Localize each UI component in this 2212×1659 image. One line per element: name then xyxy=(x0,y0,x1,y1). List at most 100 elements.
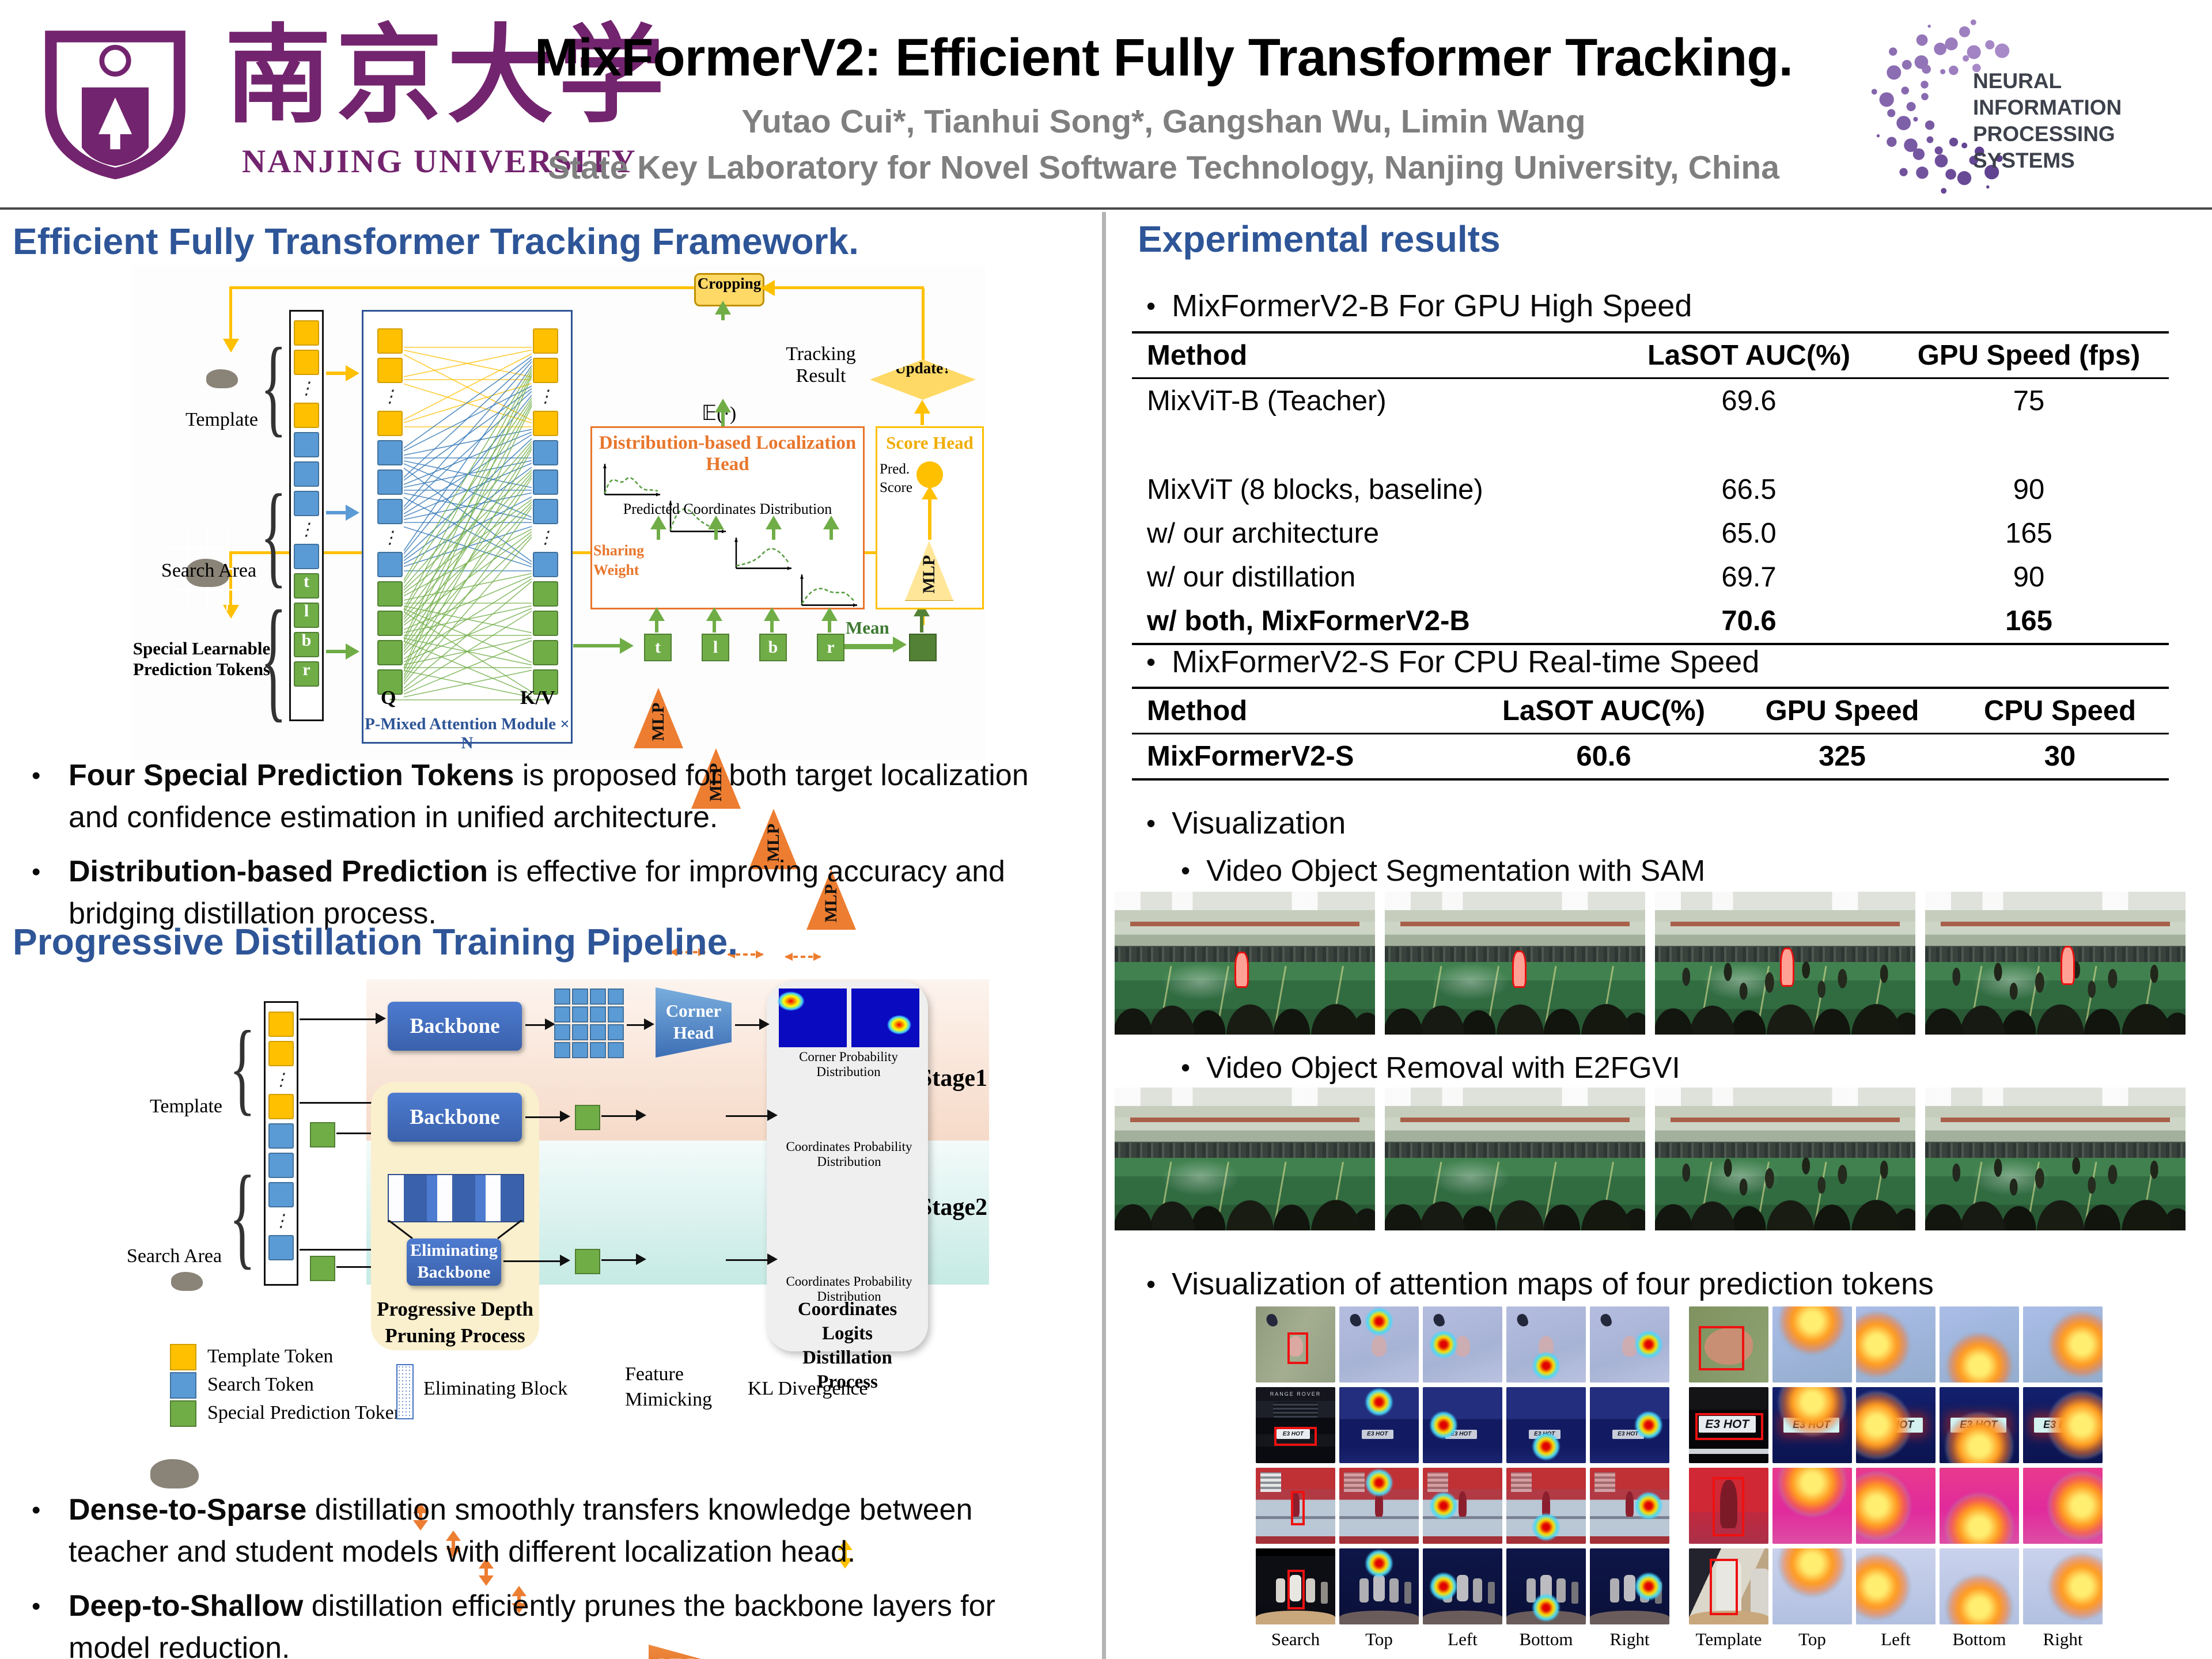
header-divider xyxy=(0,207,2212,210)
arrow-yellow xyxy=(326,372,348,375)
distribution-plot xyxy=(797,572,858,609)
prediction-token: l xyxy=(702,634,729,661)
arrowhead xyxy=(346,643,359,660)
token xyxy=(268,1123,294,1149)
token xyxy=(294,432,319,457)
sharing-weight-label: Sharing Weight xyxy=(593,542,645,578)
attention-cell xyxy=(1772,1468,1852,1544)
legend-eliminating-block-swatch xyxy=(396,1364,414,1419)
bullet-sam: Video Object Segmentation with SAM xyxy=(1181,854,1705,888)
video-frame xyxy=(1925,1088,2186,1230)
token: b xyxy=(294,631,319,657)
wire-yellow xyxy=(921,403,924,425)
arrow-green xyxy=(828,611,831,632)
distribution-plot xyxy=(732,535,793,572)
special-token xyxy=(575,1105,600,1130)
arrowhead xyxy=(764,607,780,621)
nju-chinese-name: 南京大学 xyxy=(225,12,669,138)
brace: { xyxy=(229,1152,256,1280)
nanjing-university-logo xyxy=(32,17,199,187)
token xyxy=(533,499,558,524)
col-label: Left xyxy=(1448,1629,1478,1649)
e2fgvi-video-frames xyxy=(1115,1088,2186,1230)
attention-cell: E3 HOT xyxy=(1339,1387,1419,1463)
corner-probability-label: Corner Probability Distribution xyxy=(799,1050,898,1079)
token xyxy=(377,611,403,636)
arrow-green xyxy=(655,611,658,632)
arrowhead xyxy=(767,1253,778,1265)
bullet-item: Dense-to-Sparse distillation smoothly tr… xyxy=(32,1489,1074,1573)
special-token xyxy=(575,1249,600,1274)
backbone-student: Backbone xyxy=(388,1093,522,1142)
stage1-label: Stage1 xyxy=(919,1065,987,1092)
results-table-cpu: Method LaSOT AUC(%) GPU Speed CPU Speed MixF… xyxy=(1132,687,2169,781)
attention-cell xyxy=(1590,1548,1669,1624)
arrow-darkgreen xyxy=(920,607,923,632)
predicted-coordinates-label: Predicted Coordinates Distribution xyxy=(623,501,832,517)
ellipsis: ⋮ xyxy=(272,1211,290,1230)
brace: { xyxy=(229,1009,256,1126)
token xyxy=(268,1235,294,1260)
col-label: Left xyxy=(1881,1629,1911,1649)
attention-cell xyxy=(1506,1548,1586,1624)
attention-cell xyxy=(1772,1548,1852,1624)
video-frame xyxy=(1655,1088,1915,1230)
token xyxy=(377,640,403,665)
attention-cell xyxy=(1256,1468,1335,1544)
arrow-green xyxy=(842,644,895,649)
arrow-green xyxy=(770,611,774,632)
token xyxy=(608,988,624,1005)
framework-bullets: Four Special Prediction Tokens is propos… xyxy=(32,755,1074,947)
eliminating-backbone: Eliminating Backbone xyxy=(407,1238,501,1286)
ellipsis: ⋮ xyxy=(272,1070,290,1089)
col-label: Top xyxy=(1365,1629,1393,1649)
column-header: LaSOT AUC(%) xyxy=(1502,695,1706,726)
special-token xyxy=(310,1256,335,1281)
attention-cell xyxy=(1940,1468,2019,1544)
arrowhead xyxy=(766,516,782,529)
wire-yellow xyxy=(761,286,924,289)
arrowhead xyxy=(346,505,359,521)
token xyxy=(294,350,319,375)
arrowhead xyxy=(636,1109,646,1121)
video-frame xyxy=(1385,892,1645,1035)
arrowhead xyxy=(620,638,634,654)
arrow xyxy=(503,1260,563,1262)
q-token-column: ⋮ ⋮ xyxy=(376,320,404,699)
token xyxy=(533,611,558,636)
table-row: MixViT (8 blocks, baseline) 66.5 90 xyxy=(1147,474,2045,505)
attention-cell: E3 HOT xyxy=(1506,1387,1586,1463)
token xyxy=(554,1042,570,1058)
kv-token-column: ⋮ ⋮ xyxy=(532,320,559,699)
table-row: MixViT-B (Teacher) 69.6 75 xyxy=(1147,385,2045,416)
corner-probability-image xyxy=(775,988,847,1047)
attention-map-grid: RANGE ROVER E3 HOT E3 HOT E3 HOT E3 HOT E3 HO… xyxy=(1256,1306,2103,1629)
bullet-mixformerv2-b: MixFormerV2-B For GPU High Speed xyxy=(1146,288,1692,324)
arrowhead xyxy=(922,486,938,499)
tracked-person xyxy=(1779,947,1794,987)
attention-cell xyxy=(1423,1468,1502,1544)
arrow xyxy=(726,1259,772,1261)
pmixed-label: P-Mixed Attention Module × N xyxy=(365,715,570,752)
token xyxy=(294,491,319,516)
col-label: Right xyxy=(2043,1629,2083,1649)
arrowhead xyxy=(560,1255,570,1266)
attention-grid-row xyxy=(1256,1306,2103,1382)
pred-score-dot xyxy=(916,461,943,488)
section-title-results: Experimental results xyxy=(1138,218,1501,260)
score-head-title: Score Head xyxy=(886,433,974,453)
bullet-item: Distribution-based Prediction is effecti… xyxy=(32,851,1074,934)
results-table-gpu: Method LaSOT AUC(%) GPU Speed (fps) MixViT-… xyxy=(1132,331,2169,645)
video-frame xyxy=(1385,1088,1645,1230)
neurips-logo-text: NEURAL INFORMATION PROCESSING SYSTEMS xyxy=(1973,69,2122,172)
arrow-blue xyxy=(326,511,348,514)
bullet-attention-maps: Visualization of attention maps of four … xyxy=(1146,1266,1934,1302)
mean-token xyxy=(909,634,937,661)
template-label: Template xyxy=(185,409,258,430)
mean-label: Mean xyxy=(846,618,889,638)
ellipsis: ⋮ xyxy=(381,528,399,547)
arrow xyxy=(627,1024,647,1026)
special-token xyxy=(310,1122,335,1147)
attention-cell xyxy=(2023,1548,2103,1624)
video-frame xyxy=(1925,892,2186,1035)
